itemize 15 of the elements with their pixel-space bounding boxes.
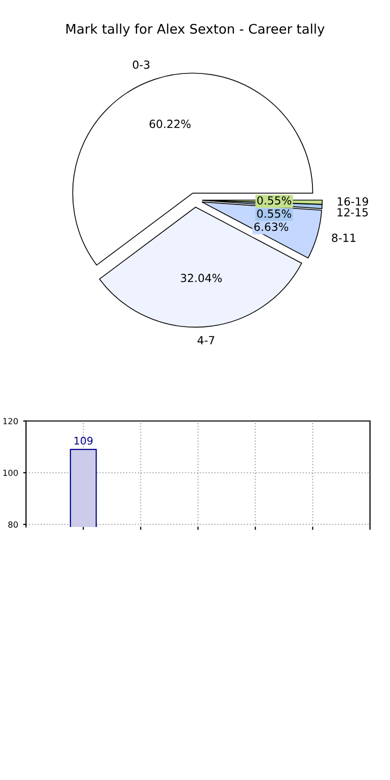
- y-tick-label: 120: [3, 418, 18, 424]
- slice-label: 12-15: [338, 208, 368, 216]
- y-tick-label: 80: [8, 521, 18, 528]
- slice-label: 0-3: [132, 60, 150, 69]
- data-label: 32.04%: [180, 274, 222, 282]
- y-tick-label: 100: [3, 470, 18, 476]
- chart-title: Mark tally for Alex Sexton - Career tally: [66, 24, 324, 36]
- slice-label: 8-11: [332, 234, 356, 242]
- data-label: 0.55%: [257, 209, 292, 218]
- data-label: 0.55%: [257, 196, 292, 205]
- data-label: 6.63%: [254, 222, 288, 231]
- slice-label: 4-7: [198, 336, 214, 344]
- data-label: 109: [74, 436, 93, 445]
- slice-label: 16-19: [338, 197, 368, 206]
- data-label: 60.22%: [150, 120, 191, 128]
